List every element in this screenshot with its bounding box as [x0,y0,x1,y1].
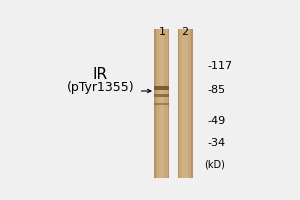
Bar [154,29,170,178]
Text: -49: -49 [207,116,226,126]
Text: -85: -85 [207,85,225,95]
Bar [191,29,193,178]
Bar [154,94,170,97]
Text: IR: IR [93,67,108,82]
Bar [168,29,169,178]
Text: -117: -117 [207,61,232,71]
Text: 2: 2 [182,27,189,37]
Bar [154,29,156,178]
Bar [154,103,170,105]
Bar [178,29,193,178]
Bar [182,29,188,178]
Text: -34: -34 [207,138,225,148]
Bar [159,29,164,178]
Bar [178,29,179,178]
Bar [154,86,170,90]
Text: 1: 1 [158,27,165,37]
Text: (kD): (kD) [204,159,225,169]
Text: (pTyr1355): (pTyr1355) [67,81,134,94]
